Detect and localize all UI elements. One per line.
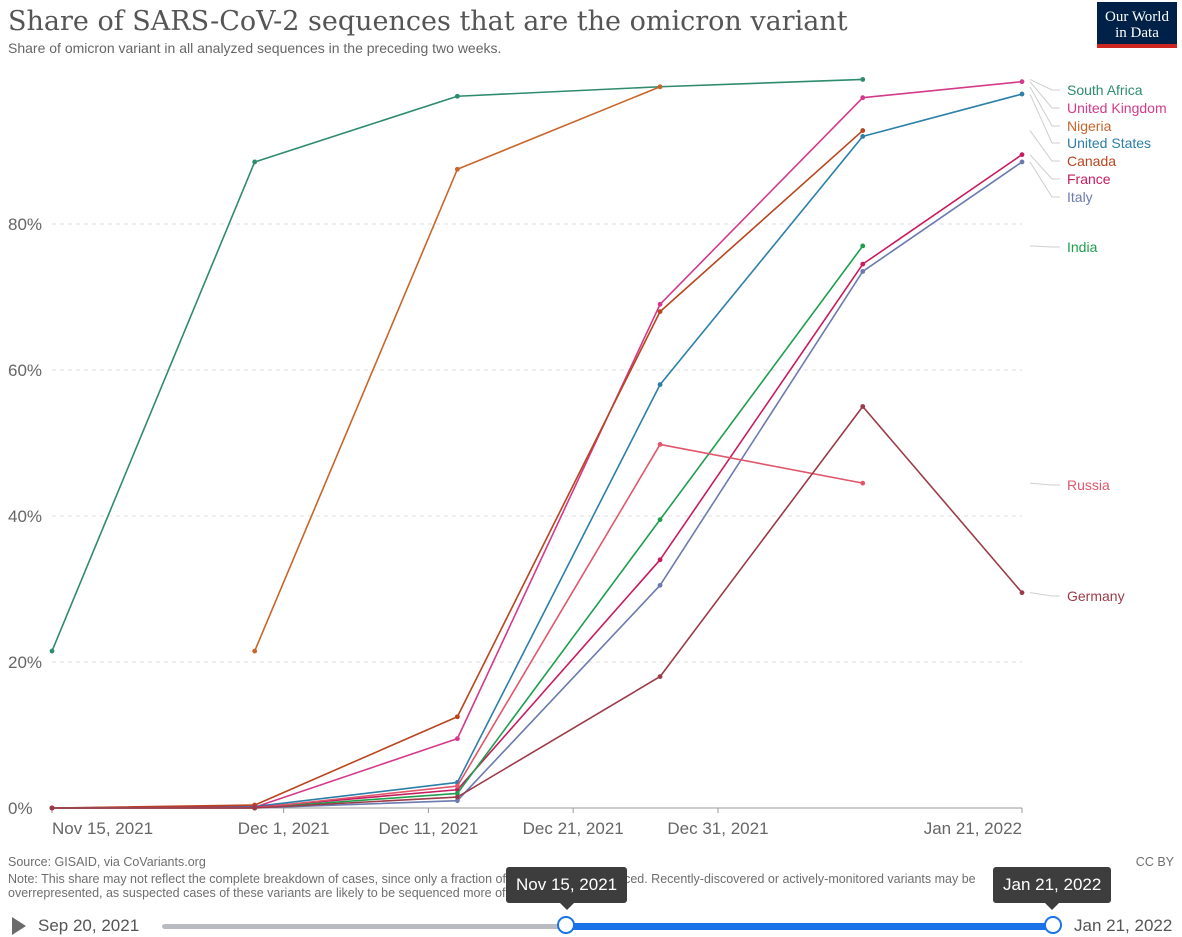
series-line bbox=[51, 129, 864, 809]
series-line bbox=[51, 78, 863, 652]
series-label: Canada bbox=[1067, 153, 1116, 169]
label-connector bbox=[1029, 245, 1060, 248]
data-point bbox=[454, 166, 460, 172]
data-point bbox=[49, 805, 55, 811]
label-connector bbox=[1029, 79, 1060, 91]
data-point bbox=[657, 382, 663, 387]
data-point bbox=[1019, 590, 1025, 596]
series-line bbox=[52, 405, 1023, 809]
series-label: Germany bbox=[1067, 588, 1125, 604]
data-point bbox=[860, 404, 866, 409]
timeline-selected-range[interactable] bbox=[566, 923, 1053, 930]
note-line-2: overrepresented, as suspected cases of t… bbox=[8, 886, 623, 900]
data-point bbox=[657, 557, 663, 563]
data-point bbox=[657, 442, 663, 447]
data-point bbox=[657, 84, 663, 90]
note-line-1: Note: This share may not reflect the com… bbox=[8, 872, 976, 886]
y-tick-label: 20% bbox=[8, 653, 42, 672]
line-chart: 0% 20% 40% 60% 80% Nov 15, 2021 Dec 1, 2021 De… bbox=[8, 77, 1167, 838]
logo-line-1: Our World bbox=[1105, 9, 1169, 25]
label-connector bbox=[1029, 86, 1060, 127]
x-tick-label: Dec 31, 2021 bbox=[667, 819, 768, 838]
data-point bbox=[657, 517, 663, 523]
grid-lines bbox=[52, 223, 1022, 809]
chart-title: Share of SARS-CoV-2 sequences that are t… bbox=[8, 6, 848, 37]
data-point bbox=[1019, 152, 1025, 158]
label-connector bbox=[1029, 161, 1060, 198]
x-axis-ticks: Nov 15, 2021 Dec 1, 2021 Dec 11, 2021 Dec 2… bbox=[51, 808, 1023, 838]
y-axis-ticks: 0% 20% 40% 60% 80% bbox=[8, 215, 42, 818]
data-point bbox=[657, 674, 663, 679]
start-handle-tooltip: Nov 15, 2021 bbox=[506, 867, 628, 910]
y-tick-label: 0% bbox=[8, 799, 33, 818]
timeline-end-label: Jan 21, 2022 bbox=[1074, 916, 1173, 935]
data-point bbox=[860, 95, 866, 101]
timeline-end-handle[interactable] bbox=[1044, 916, 1062, 934]
license-text[interactable]: CC BY bbox=[1135, 855, 1174, 869]
x-tick-label: Nov 15, 2021 bbox=[52, 819, 153, 838]
data-point bbox=[1019, 159, 1025, 165]
series-label: United States bbox=[1067, 135, 1151, 151]
label-connector bbox=[1029, 154, 1060, 180]
data-point bbox=[252, 648, 258, 654]
series-line bbox=[51, 93, 1023, 809]
logo-line-2: in Data bbox=[1115, 25, 1159, 41]
label-connector bbox=[1029, 93, 1060, 144]
series-label: South Africa bbox=[1067, 82, 1143, 98]
data-point bbox=[49, 648, 55, 654]
series-label: Nigeria bbox=[1067, 118, 1112, 134]
data-point bbox=[454, 736, 460, 742]
data-point bbox=[1019, 79, 1025, 85]
data-point bbox=[860, 128, 866, 133]
label-connector bbox=[1029, 81, 1060, 109]
data-point bbox=[860, 269, 866, 274]
data-point bbox=[860, 243, 866, 249]
y-tick-label: 40% bbox=[8, 507, 42, 526]
play-icon[interactable] bbox=[12, 917, 26, 935]
series-label: Russia bbox=[1067, 477, 1110, 493]
series-line bbox=[51, 153, 1023, 809]
chart-subtitle: Share of omicron variant in all analyzed… bbox=[8, 40, 502, 56]
data-point bbox=[860, 261, 866, 267]
label-connector bbox=[1029, 130, 1060, 162]
y-tick-label: 60% bbox=[8, 361, 42, 380]
x-tick-label: Dec 11, 2021 bbox=[378, 819, 478, 838]
data-point bbox=[657, 582, 663, 588]
data-point bbox=[657, 301, 663, 307]
series-label: France bbox=[1067, 171, 1111, 187]
data-point bbox=[860, 134, 866, 139]
label-connector bbox=[1029, 482, 1060, 486]
data-point bbox=[252, 159, 258, 165]
series-label: India bbox=[1067, 239, 1098, 255]
data-point bbox=[1019, 91, 1025, 97]
series-labels: South Africa United Kingdom NigeriaUnited … bbox=[1029, 79, 1167, 604]
label-connector bbox=[1029, 592, 1060, 597]
x-tick-label: Dec 21, 2021 bbox=[523, 819, 624, 838]
data-point bbox=[252, 805, 258, 811]
x-tick-label: Jan 21, 2022 bbox=[924, 819, 1022, 838]
series-line bbox=[52, 245, 864, 809]
timeline-start-label: Sep 20, 2021 bbox=[38, 916, 140, 935]
owid-logo[interactable]: Our World in Data bbox=[1097, 2, 1177, 48]
timeline-start-handle[interactable] bbox=[557, 916, 575, 934]
series-line bbox=[52, 443, 863, 809]
series-label: United Kingdom bbox=[1067, 100, 1167, 116]
x-tick-label: Dec 1, 2021 bbox=[238, 819, 330, 838]
data-point bbox=[860, 77, 866, 82]
series-lines bbox=[49, 77, 1025, 811]
data-point bbox=[454, 798, 460, 804]
data-point bbox=[454, 794, 460, 800]
data-point bbox=[454, 714, 460, 720]
data-point bbox=[657, 309, 663, 314]
data-point bbox=[860, 480, 866, 486]
end-handle-tooltip: Jan 21, 2022 bbox=[993, 867, 1112, 910]
series-label: Italy bbox=[1067, 189, 1093, 205]
data-point bbox=[454, 783, 460, 789]
data-point bbox=[454, 791, 460, 796]
timeline-slider[interactable]: Sep 20, 2021 Jan 21, 2022 bbox=[0, 900, 1182, 937]
data-point bbox=[454, 93, 460, 99]
series-line bbox=[52, 161, 1023, 809]
source-text: Source: GISAID, via CoVariants.org bbox=[8, 855, 206, 869]
y-tick-label: 80% bbox=[8, 215, 42, 234]
